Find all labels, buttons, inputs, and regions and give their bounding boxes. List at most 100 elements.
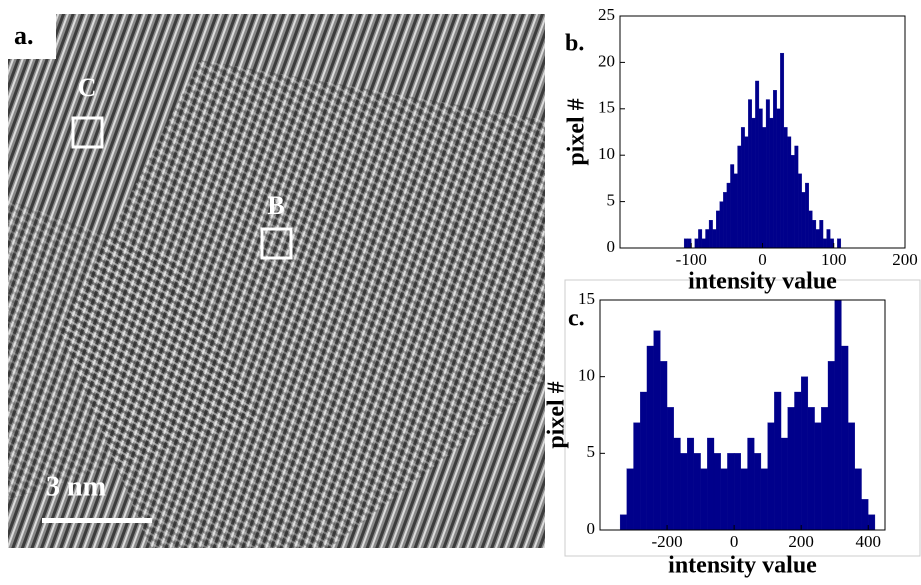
bar bbox=[765, 99, 770, 249]
bar bbox=[698, 229, 703, 249]
bar bbox=[747, 437, 755, 531]
bar bbox=[814, 422, 822, 531]
bar bbox=[805, 182, 809, 249]
bar bbox=[755, 80, 760, 249]
bar bbox=[726, 182, 731, 249]
bar bbox=[812, 220, 817, 249]
region-box bbox=[260, 227, 293, 260]
bar bbox=[787, 136, 792, 249]
bar bbox=[837, 238, 842, 249]
y-tick-label: 20 bbox=[598, 51, 615, 70]
x-tick-label: 200 bbox=[788, 532, 814, 551]
x-axis-label: intensity value bbox=[688, 269, 837, 295]
bar bbox=[723, 192, 728, 249]
bar bbox=[830, 238, 834, 249]
bar bbox=[730, 164, 735, 249]
bar bbox=[660, 361, 668, 531]
bar bbox=[827, 361, 835, 531]
y-tick-label: 15 bbox=[598, 98, 615, 117]
x-tick-label: 0 bbox=[758, 250, 767, 269]
bar bbox=[807, 407, 815, 531]
bar bbox=[740, 468, 748, 531]
bar bbox=[719, 201, 724, 249]
bar bbox=[769, 117, 774, 249]
x-axis-label: intensity value bbox=[668, 553, 817, 579]
x-tick-label: -100 bbox=[676, 250, 707, 269]
bar bbox=[701, 238, 706, 249]
bar bbox=[774, 391, 782, 531]
bar bbox=[708, 220, 713, 249]
y-axis-label: pixel # bbox=[564, 98, 590, 165]
bar bbox=[712, 229, 717, 249]
bar bbox=[733, 453, 741, 531]
bar bbox=[758, 108, 763, 249]
bar bbox=[646, 345, 654, 531]
bar bbox=[687, 437, 695, 531]
bar bbox=[694, 238, 699, 249]
bar bbox=[815, 229, 820, 249]
y-tick-label: 10 bbox=[598, 144, 615, 163]
x-tick-label: 400 bbox=[855, 532, 881, 551]
x-tick-label: 0 bbox=[730, 532, 739, 551]
region-box bbox=[71, 116, 104, 149]
bar bbox=[733, 173, 738, 249]
bar bbox=[748, 99, 752, 249]
bar bbox=[794, 391, 802, 531]
bar bbox=[680, 453, 688, 531]
bar bbox=[801, 376, 809, 531]
y-tick-label: 10 bbox=[578, 366, 595, 385]
bar bbox=[713, 453, 721, 531]
region-label: B bbox=[267, 191, 284, 220]
bar bbox=[794, 145, 799, 249]
scale-bar-label: 3 nm bbox=[46, 471, 106, 502]
scale-bar bbox=[42, 518, 152, 523]
bar bbox=[737, 145, 742, 249]
bar bbox=[740, 127, 745, 249]
bar bbox=[780, 437, 788, 531]
bar bbox=[808, 210, 813, 249]
bar bbox=[716, 210, 720, 249]
bar bbox=[787, 407, 795, 531]
y-tick-label: 25 bbox=[598, 5, 615, 24]
bar bbox=[797, 173, 802, 249]
bar bbox=[653, 330, 661, 531]
bar bbox=[727, 453, 735, 531]
bar bbox=[707, 437, 715, 531]
bar bbox=[705, 229, 710, 249]
bar bbox=[666, 407, 674, 531]
bar bbox=[744, 136, 749, 249]
bar bbox=[619, 514, 627, 531]
y-axis-label: pixel # bbox=[544, 381, 570, 448]
bar bbox=[754, 453, 762, 531]
bar bbox=[687, 238, 692, 249]
y-tick-label: 0 bbox=[587, 519, 596, 538]
bar bbox=[720, 468, 728, 531]
x-tick-label: -200 bbox=[651, 532, 682, 551]
bar bbox=[767, 422, 775, 531]
bar bbox=[801, 192, 806, 249]
bar bbox=[751, 117, 756, 249]
bar bbox=[683, 238, 688, 249]
axes-box bbox=[599, 299, 886, 531]
panel-label: b. bbox=[565, 31, 584, 57]
bar bbox=[819, 220, 824, 249]
bar bbox=[693, 453, 701, 531]
bar bbox=[834, 299, 842, 531]
bar bbox=[868, 514, 876, 531]
bar bbox=[776, 108, 781, 249]
y-tick-label: 0 bbox=[607, 237, 616, 256]
bar bbox=[780, 52, 785, 249]
bar bbox=[861, 499, 869, 531]
bar bbox=[822, 238, 827, 249]
bar bbox=[847, 422, 855, 531]
bar bbox=[626, 468, 634, 531]
bar bbox=[762, 127, 767, 249]
y-tick-label: 5 bbox=[587, 442, 596, 461]
bar bbox=[640, 391, 648, 531]
bar bbox=[826, 229, 831, 249]
y-tick-label: 15 bbox=[578, 289, 595, 308]
x-tick-label: 200 bbox=[892, 250, 918, 269]
panel-label: a. bbox=[14, 21, 34, 50]
bar bbox=[673, 437, 681, 531]
